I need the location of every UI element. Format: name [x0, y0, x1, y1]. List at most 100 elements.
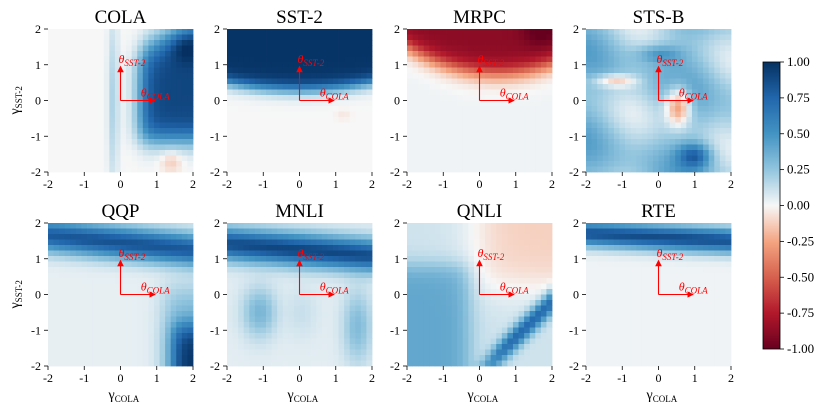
heatmap-cell [316, 150, 323, 156]
x-tick-label: 1 [513, 177, 519, 191]
heatmap-cell [98, 344, 105, 350]
heatmap-cell [518, 78, 525, 85]
heatmap-cell [473, 256, 480, 262]
heatmap-cell [344, 322, 351, 328]
heatmap-cell [512, 338, 519, 345]
heatmap-cell [103, 327, 110, 334]
heatmap-cell [266, 95, 273, 101]
heatmap-cell [332, 245, 339, 251]
heatmap-cell [271, 111, 278, 118]
heatmap-cell [170, 111, 177, 118]
heatmap-cell [518, 239, 525, 246]
heatmap-cell [282, 122, 289, 129]
heatmap-cell [434, 106, 441, 112]
heatmap-cell [636, 117, 643, 123]
heatmap-cell [507, 40, 514, 46]
heatmap-cell [98, 256, 105, 262]
heatmap-cell [299, 327, 306, 334]
heatmap-cell [344, 67, 351, 74]
heatmap-cell [153, 333, 160, 339]
heatmap-cell [647, 40, 654, 46]
heatmap-cell [451, 100, 458, 107]
heatmap-cell [165, 344, 172, 350]
heatmap-cell [316, 344, 323, 350]
heatmap-cell [440, 122, 447, 129]
heatmap-cell [434, 100, 441, 107]
heatmap-cell [327, 84, 334, 90]
heatmap-cell [109, 360, 116, 367]
heatmap-cell [529, 89, 536, 96]
heatmap-cell [708, 106, 715, 112]
heatmap-cell [170, 223, 177, 229]
heatmap-cell [165, 294, 172, 301]
heatmap-cell [344, 166, 351, 173]
heatmap-cell [518, 234, 525, 240]
heatmap-cell [238, 117, 245, 123]
heatmap-cell [327, 89, 334, 96]
heatmap-cell [238, 62, 245, 68]
heatmap-cell [187, 333, 194, 339]
x-tick-label: 0 [656, 177, 662, 191]
heatmap-cell [137, 355, 144, 361]
heatmap-cell [232, 78, 239, 85]
heatmap-cell [187, 62, 194, 68]
heatmap-cell [597, 45, 604, 52]
heatmap-cell [507, 45, 514, 52]
heatmap-cell [48, 144, 54, 151]
heatmap-cell [625, 56, 632, 63]
heatmap-cell [540, 239, 547, 246]
heatmap-cell [92, 228, 99, 235]
heatmap-cell [288, 360, 295, 367]
heatmap-cell [669, 40, 676, 46]
heatmap-cell [691, 34, 698, 41]
heatmap-cell [630, 29, 637, 35]
heatmap-cell [473, 234, 480, 240]
heatmap-cell [619, 161, 626, 167]
heatmap-cell [535, 344, 542, 350]
heatmap-cell [535, 128, 542, 134]
heatmap-cell [518, 155, 525, 162]
heatmap-cell [479, 338, 486, 345]
heatmap-cell [355, 100, 362, 107]
heatmap-cell [227, 245, 233, 251]
heatmap-cell [451, 29, 458, 35]
heatmap-cell [725, 128, 732, 134]
heatmap-cell [597, 117, 604, 123]
heatmap-cell [288, 155, 295, 162]
heatmap-cell [652, 62, 659, 68]
heatmap-cell [434, 234, 441, 240]
heatmap-cell [591, 84, 598, 90]
heatmap-cell [708, 89, 715, 96]
heatmap-cell [546, 144, 553, 151]
heatmap-cell [120, 34, 127, 41]
heatmap-cell [360, 256, 367, 262]
heatmap-cell [227, 300, 233, 306]
heatmap-cell [288, 56, 295, 63]
heatmap-cell [75, 62, 82, 68]
heatmap-cell [332, 261, 339, 268]
heatmap-cell [440, 150, 447, 156]
heatmap-cell [109, 311, 116, 317]
heatmap-cell [586, 128, 592, 134]
heatmap-cell [446, 333, 453, 339]
heatmap-cell [349, 360, 356, 367]
heatmap-cell [103, 161, 110, 167]
heatmap-cell [360, 95, 367, 101]
heatmap-cell [181, 360, 188, 367]
heatmap-cell [440, 128, 447, 134]
heatmap-cell [485, 89, 492, 96]
heatmap-cell [232, 300, 239, 306]
heatmap-cell [529, 45, 536, 52]
heatmap-cell [625, 128, 632, 134]
heatmap-cell [586, 144, 592, 151]
heatmap-cell [187, 300, 194, 306]
heatmap-cell [48, 349, 54, 356]
heatmap-cell [412, 144, 419, 151]
heatmap-cell [608, 133, 615, 140]
heatmap-cell [691, 78, 698, 85]
heatmap-cell [355, 40, 362, 46]
heatmap-cell [120, 166, 127, 173]
heatmap-cell [159, 84, 166, 90]
heatmap-cell [613, 228, 620, 235]
heatmap-cell [148, 278, 155, 284]
